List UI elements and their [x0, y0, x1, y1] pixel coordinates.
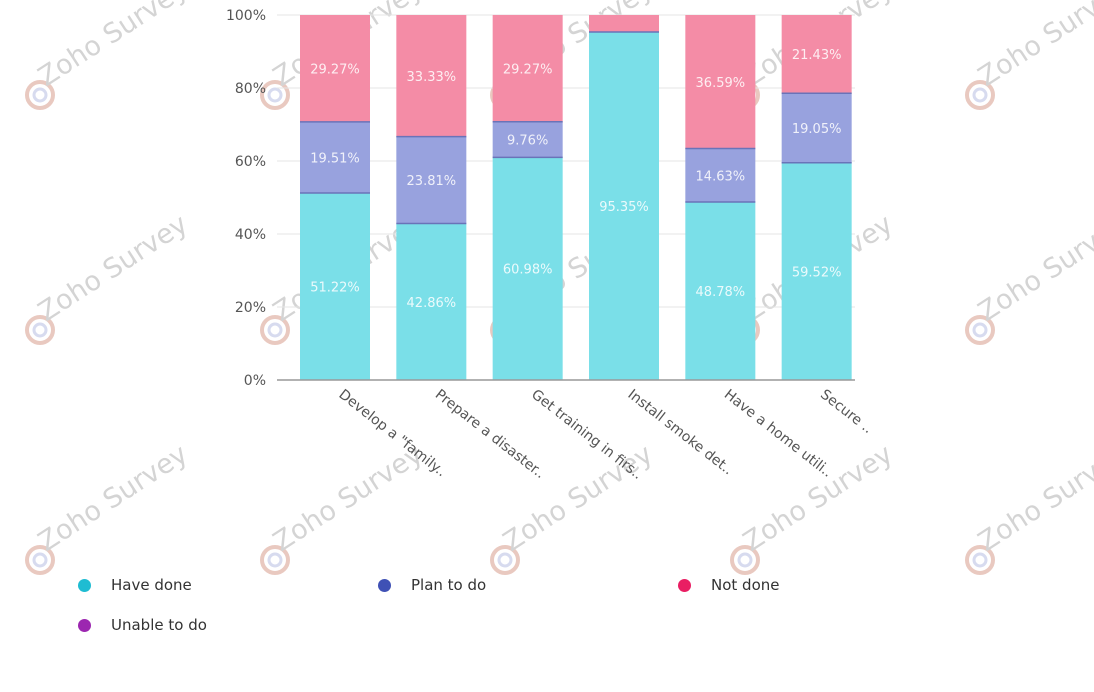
legend-dot-plan-to-do — [378, 579, 391, 592]
watermark-text: Zoho Survey — [268, 439, 428, 558]
y-tick-label: 20% — [235, 300, 266, 316]
data-label: 29.27% — [503, 62, 553, 77]
y-tick-label: 0% — [244, 373, 266, 389]
data-label: 36.59% — [696, 76, 746, 91]
data-label: 19.05% — [792, 122, 842, 137]
legend-dot-not-done — [678, 579, 691, 592]
y-tick-label: 60% — [235, 154, 266, 170]
data-label: 33.33% — [407, 70, 457, 85]
watermark-text: Zoho Survey — [33, 439, 193, 558]
data-label: 21.43% — [792, 48, 842, 63]
data-label: 42.86% — [407, 296, 457, 311]
watermark-text: Zoho Survey — [973, 209, 1094, 328]
data-label: 14.63% — [696, 169, 746, 184]
legend-item-have-done[interactable]: Have done — [78, 572, 378, 598]
data-label: 19.51% — [310, 151, 360, 166]
x-tick-label: Have a home utili.. — [721, 387, 835, 481]
data-label: 51.22% — [310, 281, 360, 296]
legend-item-plan-to-do[interactable]: Plan to do — [378, 572, 678, 598]
data-label: 95.35% — [599, 200, 649, 215]
data-label: 60.98% — [503, 263, 553, 278]
data-label: 48.78% — [696, 285, 746, 300]
legend-dot-have-done — [78, 579, 91, 592]
data-label: 9.76% — [507, 134, 548, 149]
watermark-text: Zoho Survey — [973, 0, 1094, 93]
y-tick-label: 80% — [235, 81, 266, 97]
legend-dot-unable-to-do — [78, 619, 91, 632]
legend-item-unable-to-do[interactable]: Unable to do — [78, 612, 378, 638]
legend-item-not-done[interactable]: Not done — [678, 572, 978, 598]
data-label: 23.81% — [407, 174, 457, 189]
watermark-text: Zoho Survey — [33, 209, 193, 328]
legend-label: Not done — [711, 576, 779, 594]
legend-label: Plan to do — [411, 576, 486, 594]
x-tick-label: Secure .. — [817, 387, 875, 437]
legend-label: Have done — [111, 576, 192, 594]
y-tick-label: 40% — [235, 227, 266, 243]
data-label: 29.27% — [310, 62, 360, 77]
legend: Have done Plan to do Not done Unable to … — [78, 572, 978, 638]
data-label: 59.52% — [792, 265, 842, 280]
watermark-text: Zoho Survey — [973, 439, 1094, 558]
bar-segment-not-done[interactable] — [589, 15, 659, 32]
watermark-text: Zoho Survey — [33, 0, 193, 93]
legend-label: Unable to do — [111, 616, 207, 634]
y-tick-label: 100% — [226, 8, 266, 24]
